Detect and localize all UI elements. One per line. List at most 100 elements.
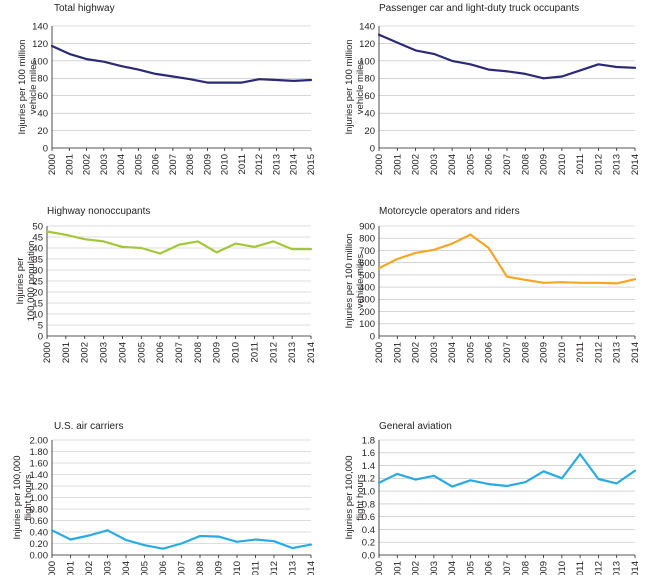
chart-title: Highway nonoccupants <box>47 206 150 217</box>
data-point <box>154 73 157 75</box>
series-line <box>50 44 313 84</box>
y-axis-label: vehicle miles <box>355 254 366 309</box>
y-tick-label: 60 <box>364 91 375 102</box>
data-point <box>396 41 399 44</box>
data-point <box>241 81 243 84</box>
x-tick-label: 2012 <box>254 154 265 175</box>
y-tick-label: 1.40 <box>30 470 49 481</box>
series-line <box>377 453 637 488</box>
x-tick-label: 2003 <box>99 342 110 363</box>
data-point <box>414 49 417 52</box>
x-tick-label: 2003 <box>103 561 114 575</box>
y-tick-label: 900 <box>359 221 375 232</box>
y-tick-label: 20 <box>37 126 48 137</box>
data-point <box>487 247 490 249</box>
x-tick-label: 2000 <box>374 154 385 175</box>
data-point <box>291 547 294 549</box>
x-tick-label: 2012 <box>593 342 604 363</box>
x-tick-label: 2002 <box>80 342 91 363</box>
chart-panel-1: Total highway Injuries per 100 million veh… <box>17 3 317 175</box>
data-point <box>524 278 527 281</box>
data-point <box>272 240 275 243</box>
x-tick-label: 2004 <box>121 561 132 575</box>
x-tick-label: 2000 <box>47 561 58 575</box>
data-point <box>615 482 618 485</box>
x-tick-label: 2004 <box>447 154 458 175</box>
chart-title: Motorcycle operators and riders <box>379 206 520 217</box>
y-tick-label: 1.60 <box>30 458 49 469</box>
data-point <box>68 52 71 55</box>
data-point <box>615 66 618 68</box>
x-tick-label: 2006 <box>484 561 495 575</box>
data-point <box>469 479 472 482</box>
data-point <box>378 481 380 484</box>
x-tick-label: 2014 <box>630 154 641 175</box>
x-tick-label: 2014 <box>289 154 300 175</box>
data-point <box>140 247 143 249</box>
data-point <box>524 481 527 484</box>
x-tick-label: 2009 <box>539 154 550 175</box>
x-tick-label: 2007 <box>177 561 188 575</box>
x-tick-label: 2011 <box>237 154 248 174</box>
data-point <box>597 478 600 480</box>
x-tick-label: 2002 <box>411 154 422 175</box>
data-point <box>223 81 226 84</box>
x-tick-label: 2007 <box>502 561 513 575</box>
data-point <box>143 544 146 547</box>
y-tick-label: 25 <box>32 276 43 287</box>
data-point <box>560 281 563 284</box>
x-tick-label: 2000 <box>42 342 53 363</box>
y-tick-label: 20 <box>364 126 375 137</box>
chart-title: General aviation <box>379 421 452 432</box>
data-point <box>64 233 67 236</box>
data-point <box>254 538 257 541</box>
data-point <box>560 477 563 480</box>
y-tick-label: 0.4 <box>362 525 375 536</box>
x-tick-label: 2010 <box>557 342 568 363</box>
data-point <box>291 248 294 251</box>
data-point <box>432 474 435 477</box>
chart-title: Passenger car and light-duty truck occup… <box>379 3 579 14</box>
x-tick-label: 2003 <box>429 154 440 175</box>
y-axis-label: vehicle miles <box>355 60 366 115</box>
x-tick-label: 2004 <box>447 561 458 575</box>
x-tick-label: 2001 <box>66 561 77 575</box>
y-tick-label: 0.0 <box>362 550 375 561</box>
y-tick-label: 20 <box>32 287 43 298</box>
y-tick-label: 200 <box>359 307 375 318</box>
x-tick-label: 2009 <box>212 342 223 363</box>
data-point <box>506 70 508 73</box>
data-point <box>273 540 275 543</box>
y-axis-label: flight hours <box>355 474 366 521</box>
data-point <box>292 80 295 82</box>
y-tick-label: 700 <box>359 246 375 257</box>
x-tick-label: 2008 <box>520 154 531 175</box>
y-tick-label: 120 <box>32 39 48 50</box>
x-tick-label: 2013 <box>287 342 298 363</box>
y-tick-label: 30 <box>32 265 43 276</box>
data-point <box>451 59 454 62</box>
y-tick-label: 0.8 <box>362 499 375 510</box>
data-point <box>378 267 380 270</box>
data-point <box>275 79 278 81</box>
y-tick-label: 500 <box>359 270 375 281</box>
x-tick-label: 2013 <box>612 154 623 175</box>
y-tick-label: 140 <box>32 21 48 32</box>
x-tick-label: 2005 <box>140 561 151 575</box>
y-axis-label: Injuries per 100 million <box>344 39 355 134</box>
y-tick-label: 0 <box>43 143 48 154</box>
x-tick-label: 2004 <box>117 342 128 363</box>
y-tick-label: 120 <box>359 39 375 50</box>
data-point <box>121 246 124 248</box>
data-point <box>199 535 201 537</box>
x-tick-label: 2013 <box>612 561 623 575</box>
y-tick-label: 1.0 <box>362 487 375 498</box>
x-tick-label: 2006 <box>484 154 495 175</box>
data-point <box>159 252 162 255</box>
data-point <box>615 282 618 285</box>
data-point <box>217 535 220 538</box>
x-tick-label: 2004 <box>447 342 458 363</box>
x-tick-label: 2014 <box>630 561 641 575</box>
y-tick-label: 15 <box>32 298 43 309</box>
data-point <box>310 79 312 81</box>
